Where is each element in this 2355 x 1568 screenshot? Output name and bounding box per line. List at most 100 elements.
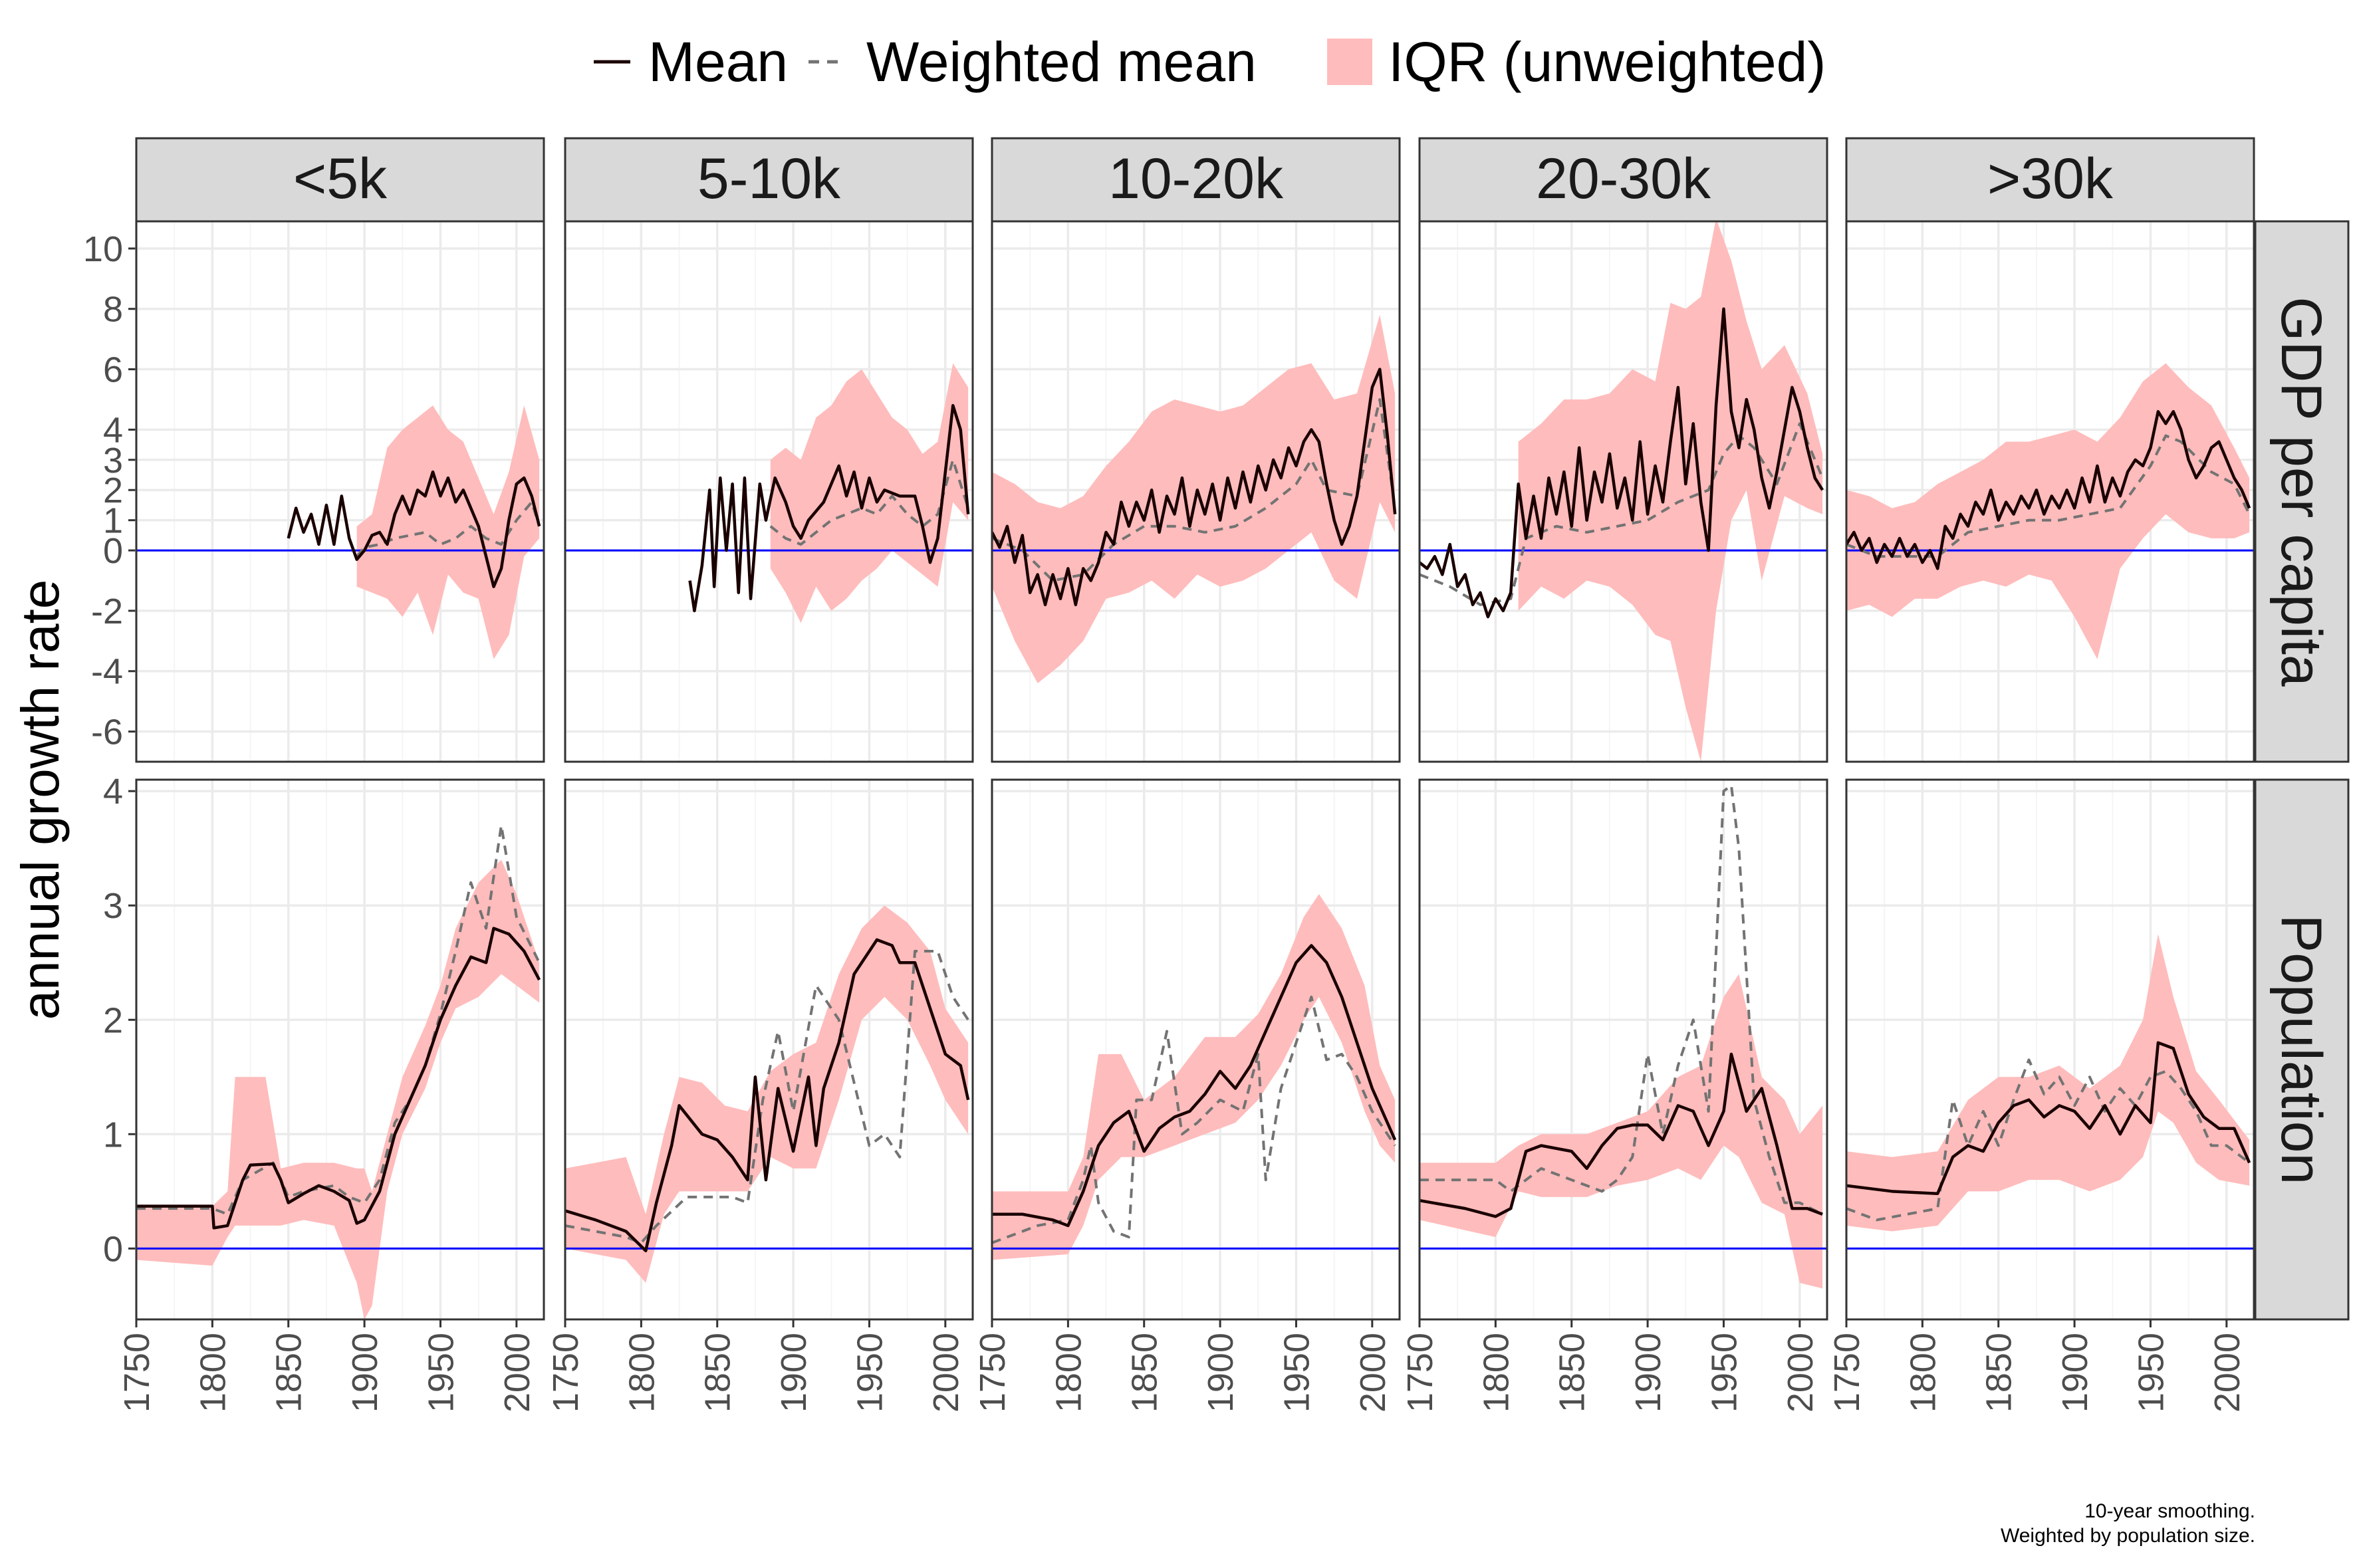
column-strip-5-10k: 5-10k	[564, 137, 974, 223]
y-axis-population: 4 3 2 1 0	[103, 772, 136, 1269]
mean-line	[1420, 1052, 1823, 1218]
mean-line	[1846, 409, 2251, 570]
column-strip-label: 20-30k	[1536, 147, 1711, 211]
iqr-ribbon	[565, 905, 969, 1283]
mean-line	[992, 944, 1397, 1228]
x-axis: 1750 1800 1850 1900 1950 2000	[117, 1319, 537, 1412]
caption-line-2: Weighted by population size.	[2001, 1525, 2255, 1547]
panel-population-5-10k: 1750 1800 1850 1900 1950 2000	[546, 778, 974, 1412]
x-axis: 1750 1800 1850 1900 1950 2000	[1400, 1319, 1820, 1412]
x-tick-label: 1950	[850, 1333, 890, 1412]
weighted-mean-line	[565, 950, 969, 1244]
x-tick-label: 1850	[1979, 1333, 2019, 1412]
x-tick-label: 1850	[1552, 1333, 1592, 1412]
x-tick-label: 1750	[117, 1333, 157, 1412]
x-tick-label: 2000	[2207, 1333, 2247, 1412]
x-tick-label: 1800	[1049, 1333, 1088, 1412]
x-tick-label: 1850	[269, 1333, 309, 1412]
y-axis-title: annual growth rate	[11, 580, 70, 1020]
x-tick-label: 1750	[1827, 1333, 1867, 1412]
mean-line	[688, 403, 970, 613]
y-tick-label: 0	[103, 531, 123, 571]
y-tick-label: 2	[103, 1000, 123, 1040]
column-strip-label: <5k	[293, 147, 388, 211]
panel-population-20-30k: 1750 1800 1850 1900 1950 2000	[1400, 778, 1828, 1412]
iqr-ribbon	[1846, 934, 2250, 1232]
x-tick-label: 2000	[497, 1333, 537, 1412]
y-tick-label: 4	[103, 772, 123, 812]
mean-line	[1846, 1041, 2251, 1196]
caption-line-1: 10-year smoothing.	[2084, 1500, 2255, 1522]
weighted-mean-line	[1420, 784, 1824, 1216]
mean-line	[992, 368, 1397, 607]
legend: Mean Weighted mean IQR (unweighted)	[594, 31, 1826, 93]
x-tick-label: 1900	[1628, 1333, 1668, 1412]
x-tick-label: 1900	[345, 1333, 385, 1412]
panel-population-5k: 1750 1800 1850 1900 1950 2000	[117, 778, 545, 1412]
panel-population-30k: 1750 1800 1850 1900 1950 2000	[1827, 778, 2255, 1412]
column-strip-10-20k: 10-20k	[991, 137, 1401, 223]
column-strip-20-30k: 20-30k	[1418, 137, 1828, 223]
weighted-mean-line	[1846, 1058, 2251, 1222]
x-tick-label: 2000	[1781, 1333, 1820, 1412]
y-tick-label: 3	[103, 441, 123, 481]
iqr-ribbon	[1420, 974, 1823, 1289]
y-tick-label: -2	[91, 592, 123, 631]
x-tick-label: 1800	[1476, 1333, 1516, 1412]
row-strip-population: Population	[2254, 778, 2350, 1321]
row-strip-gdp-per-capita: GDP per capita	[2254, 220, 2350, 763]
iqr-ribbon	[136, 859, 540, 1319]
x-tick-label: 1750	[546, 1333, 586, 1412]
mean-line	[287, 470, 541, 588]
y-tick-label: 6	[103, 350, 123, 390]
x-tick-label: 1850	[1125, 1333, 1165, 1412]
x-tick-label: 1950	[1277, 1333, 1316, 1412]
iqr-ribbon	[1846, 363, 2250, 659]
column-strip-30k: >30k	[1845, 137, 2255, 223]
column-strip-label: 5-10k	[697, 147, 841, 211]
iqr-ribbon	[992, 314, 1396, 683]
y-tick-label: 3	[103, 886, 123, 926]
y-tick-label: 8	[103, 290, 123, 330]
iqr-ribbon	[1518, 221, 1823, 762]
y-tick-label: 10	[83, 229, 123, 269]
x-axis: 1750 1800 1850 1900 1950 2000	[546, 1319, 966, 1412]
panel-gdp-per-capita-20-30k	[1418, 220, 1828, 763]
weighted-mean-line	[769, 458, 970, 546]
legend-weighted-label: Weighted mean	[866, 31, 1257, 93]
x-tick-label: 1900	[2055, 1333, 2095, 1412]
x-tick-label: 1800	[622, 1333, 662, 1412]
y-tick-label: 4	[103, 410, 123, 450]
y-tick-label: 0	[103, 1229, 123, 1269]
iqr-ribbon	[356, 405, 540, 659]
weighted-mean-line	[1420, 422, 1824, 606]
legend-iqr-label: IQR (unweighted)	[1388, 31, 1826, 93]
y-tick-label: -6	[91, 713, 123, 752]
x-tick-label: 2000	[1353, 1333, 1393, 1412]
column-strip-5k: <5k	[135, 137, 545, 223]
legend-iqr-key	[1327, 39, 1372, 85]
mean-line	[565, 938, 970, 1253]
column-strip-label: 10-20k	[1108, 147, 1284, 211]
iqr-ribbon	[770, 363, 969, 623]
x-tick-label: 1750	[1400, 1333, 1440, 1412]
x-tick-label: 1800	[193, 1333, 233, 1412]
weighted-mean-line	[992, 397, 1397, 582]
mean-line	[1420, 307, 1824, 619]
y-tick-label: 1	[103, 501, 123, 541]
x-tick-label: 1750	[973, 1333, 1013, 1412]
row-strip-label: Population	[2269, 915, 2333, 1184]
panel-gdp-per-capita-10-20k	[991, 220, 1401, 763]
x-tick-label: 2000	[926, 1333, 966, 1412]
weighted-mean-line	[356, 501, 541, 558]
legend-mean-label: Mean	[648, 31, 788, 93]
panel-population-10-20k: 1750 1800 1850 1900 1950 2000	[973, 778, 1401, 1412]
x-tick-label: 1900	[1201, 1333, 1241, 1412]
weighted-mean-line	[992, 995, 1396, 1244]
x-tick-label: 1800	[1903, 1333, 1943, 1412]
panel-gdp-per-capita-5-10k	[564, 220, 974, 763]
y-tick-label: -4	[91, 652, 123, 692]
column-strip-label: >30k	[1987, 147, 2114, 211]
y-tick-label: 2	[103, 471, 123, 510]
